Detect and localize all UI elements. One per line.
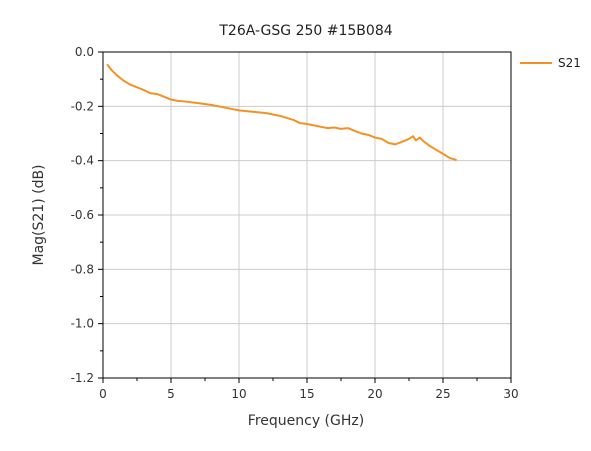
series-line-s21 [106, 63, 457, 162]
y-tick-label: -0.4 [71, 154, 94, 168]
y-axis-label: Mag(S21) (dB) [31, 164, 47, 265]
x-tick-label: 15 [299, 387, 314, 401]
series-layer [106, 63, 457, 162]
y-tick-label: -0.6 [71, 208, 94, 222]
chart-title: T26A-GSG 250 #15B084 [218, 23, 392, 39]
x-tick-label: 5 [167, 387, 175, 401]
x-tick-label: 30 [503, 387, 518, 401]
x-tick-label: 10 [231, 387, 246, 401]
y-tick-label: -0.8 [71, 262, 94, 276]
x-tick-label: 25 [435, 387, 450, 401]
legend: S21 [520, 56, 581, 70]
y-tick-label: -0.2 [71, 99, 94, 113]
grid-lines [103, 52, 511, 378]
y-tick-label: -1.0 [71, 317, 94, 331]
y-tick-label: -1.2 [71, 371, 94, 385]
axis-ticks: 0 5 10 15 20 25 30 0.0 -0.2 -0.4 -0.6 -0.8 -1.0 -1.2 [71, 45, 519, 401]
x-axis-label: Frequency (GHz) [248, 413, 364, 429]
legend-label-s21: S21 [558, 56, 581, 70]
x-tick-label: 20 [367, 387, 382, 401]
y-tick-label: 0.0 [75, 45, 94, 59]
x-tick-label: 0 [99, 387, 107, 401]
